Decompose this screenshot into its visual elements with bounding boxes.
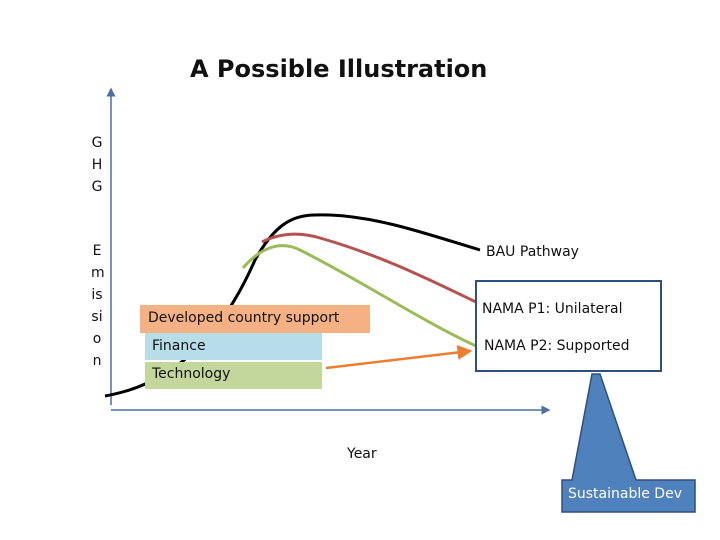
p1-label: NAMA P1: Unilateral: [482, 301, 623, 317]
support-item: Finance: [152, 338, 206, 354]
p2-curve: [241, 244, 477, 348]
p2-label: NAMA P2: Supported: [484, 338, 630, 354]
technology-box: [145, 362, 322, 389]
callout-shape: [561, 373, 696, 513]
y-label-1: GHG: [91, 135, 103, 195]
p1-curve: [261, 232, 477, 304]
finance-box: [145, 333, 322, 360]
bau-label: BAU Pathway: [486, 244, 579, 260]
title: A Possible Illustration: [190, 55, 488, 83]
pathway-box: [475, 280, 662, 372]
support-header: Developed country support: [148, 310, 340, 326]
support-item: Technology: [152, 366, 231, 382]
callout-label: Sustainable Dev: [568, 486, 682, 502]
y-label-2: Emission: [91, 243, 105, 369]
x-label: Year: [347, 446, 377, 462]
support-box: [140, 305, 370, 333]
support-arrow: [325, 345, 473, 370]
